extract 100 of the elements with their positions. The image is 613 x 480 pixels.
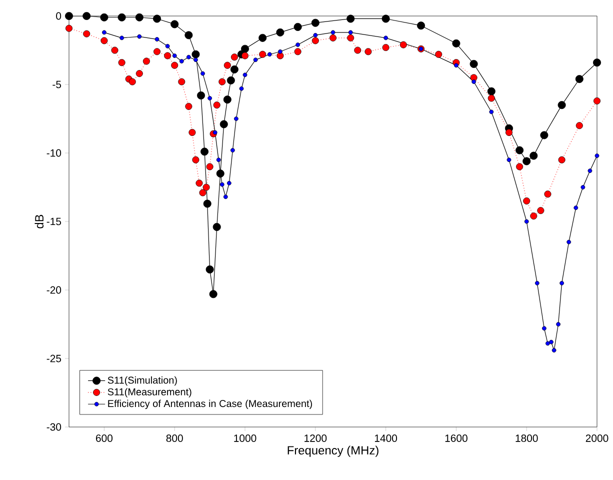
point bbox=[506, 128, 513, 136]
x-tick-label: 2000 bbox=[586, 434, 608, 442]
legend-label: Efficiency of Antennas in Case (Measurement) bbox=[108, 400, 312, 410]
point bbox=[452, 39, 460, 48]
point bbox=[142, 58, 150, 65]
point bbox=[522, 157, 531, 166]
point bbox=[454, 63, 458, 68]
point bbox=[178, 78, 186, 86]
point bbox=[294, 22, 302, 31]
point bbox=[153, 14, 161, 23]
point bbox=[165, 44, 170, 48]
point bbox=[100, 37, 108, 44]
point bbox=[311, 18, 320, 27]
point bbox=[330, 30, 336, 35]
point bbox=[197, 91, 205, 100]
point bbox=[574, 206, 578, 210]
x-tick-label: 1200 bbox=[304, 434, 327, 442]
point bbox=[226, 76, 235, 84]
y-axis-title: dB bbox=[34, 214, 44, 228]
point bbox=[120, 36, 124, 40]
point bbox=[546, 341, 550, 346]
point bbox=[470, 60, 478, 68]
point bbox=[313, 32, 318, 38]
point bbox=[226, 180, 232, 186]
point bbox=[171, 62, 178, 69]
point bbox=[154, 37, 160, 42]
point bbox=[487, 87, 496, 96]
x-tick-label: 1800 bbox=[516, 434, 538, 442]
point bbox=[137, 34, 142, 39]
point bbox=[552, 348, 556, 352]
point bbox=[524, 219, 529, 224]
point bbox=[575, 75, 584, 84]
y-tick-label: -20 bbox=[46, 286, 62, 294]
point bbox=[220, 120, 228, 128]
point bbox=[354, 46, 362, 54]
point bbox=[278, 49, 282, 54]
point bbox=[472, 80, 476, 84]
point bbox=[558, 101, 566, 110]
legend-label: S11(Measurement) bbox=[108, 388, 192, 398]
point bbox=[203, 200, 212, 208]
point bbox=[100, 13, 108, 22]
point bbox=[83, 30, 90, 38]
point bbox=[209, 290, 218, 298]
point bbox=[111, 46, 118, 54]
point bbox=[576, 122, 583, 130]
point bbox=[179, 59, 184, 64]
point bbox=[544, 190, 552, 198]
point bbox=[184, 31, 193, 40]
x-axis-title: Frequency (MHz) bbox=[288, 446, 378, 457]
point bbox=[172, 54, 177, 58]
point bbox=[216, 170, 224, 178]
point bbox=[208, 96, 212, 100]
point bbox=[294, 48, 302, 56]
point bbox=[296, 42, 300, 47]
point bbox=[230, 54, 238, 61]
point bbox=[346, 14, 355, 23]
x-tick-label: 800 bbox=[166, 434, 183, 442]
point bbox=[242, 52, 248, 60]
point bbox=[65, 12, 73, 20]
point bbox=[542, 326, 546, 331]
point bbox=[435, 50, 442, 58]
point bbox=[223, 194, 228, 200]
point bbox=[206, 265, 214, 274]
point bbox=[523, 197, 530, 204]
point bbox=[588, 168, 592, 174]
y-tick-label: 0 bbox=[56, 12, 62, 20]
point bbox=[192, 50, 200, 58]
legend-label: S11(Simulation) bbox=[108, 376, 177, 386]
point bbox=[135, 13, 144, 22]
point bbox=[128, 78, 136, 86]
point bbox=[234, 116, 238, 121]
point bbox=[347, 34, 354, 42]
point bbox=[230, 148, 235, 152]
y-tick-label: -10 bbox=[46, 149, 62, 157]
point bbox=[537, 207, 544, 214]
point bbox=[488, 94, 495, 102]
point bbox=[82, 12, 91, 20]
y-tick-label: -30 bbox=[46, 423, 62, 431]
point bbox=[530, 152, 538, 160]
point bbox=[199, 189, 206, 196]
point bbox=[170, 20, 179, 28]
point bbox=[218, 78, 226, 86]
point bbox=[185, 102, 192, 110]
point bbox=[239, 86, 244, 91]
point bbox=[202, 184, 210, 191]
point bbox=[312, 37, 319, 44]
point bbox=[558, 156, 566, 164]
point bbox=[224, 62, 231, 69]
point bbox=[382, 44, 390, 52]
y-tick-label: -25 bbox=[46, 354, 62, 362]
point bbox=[230, 65, 238, 74]
point bbox=[330, 34, 336, 42]
point bbox=[489, 110, 494, 114]
point bbox=[540, 131, 548, 140]
point bbox=[212, 222, 221, 231]
point bbox=[213, 102, 220, 109]
point bbox=[267, 52, 272, 57]
point bbox=[206, 163, 214, 170]
point bbox=[194, 58, 198, 62]
point bbox=[530, 212, 538, 220]
